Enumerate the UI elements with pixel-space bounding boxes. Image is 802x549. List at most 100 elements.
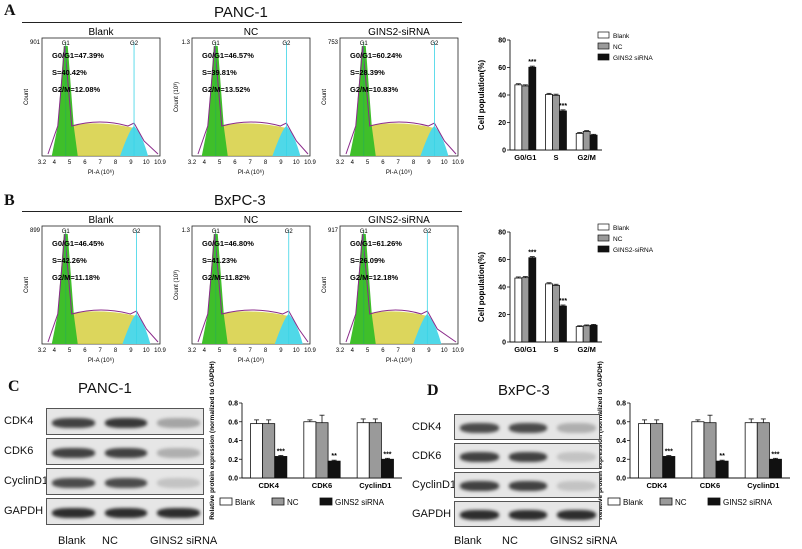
panel-b-letter: B [4, 192, 15, 209]
blot-band [460, 423, 499, 433]
bar-nc [582, 325, 591, 343]
significance-mark: ** [331, 453, 337, 460]
legend-label: GINS2 siRNA [613, 55, 653, 62]
significance-mark: *** [559, 103, 567, 110]
blot-row-label: CDK4 [4, 415, 34, 427]
blot-lane-label: Blank [58, 535, 86, 547]
s-percent: S=41.23% [202, 256, 237, 265]
x-axis-label: PI-A (10⁶) [88, 357, 114, 364]
x-tick-label: 10.9 [304, 348, 316, 354]
blot-band [157, 417, 200, 428]
flow-histogram: NC 1.3 Count (10³) 3.2 4 5 6 7 8 9 10 10.9 PI-A (10⁶… [174, 215, 316, 364]
y-tick-label: 0.2 [228, 457, 238, 464]
blot-lane-label: NC [102, 535, 118, 547]
x-tick-label: CDK6 [700, 481, 720, 490]
x-tick-label: 10 [441, 160, 448, 166]
blot-band [557, 510, 596, 520]
flow-histogram: GINS2-siRNA 917 Count 3.2 4 5 6 7 8 9 10 10.9 PI-A (… [322, 215, 464, 364]
bar-gins2-sirna [528, 257, 537, 343]
x-axis-label: PI-A (10⁶) [88, 169, 114, 176]
blot-lane-label: NC [502, 535, 518, 547]
y-axis-label: Count [24, 89, 30, 105]
legend-swatch [659, 497, 673, 506]
s-phase-area [363, 311, 428, 344]
y-tick-label: 0.2 [616, 457, 626, 464]
x-tick-label: 10.9 [304, 160, 316, 166]
x-tick-label: 8 [264, 160, 268, 166]
x-tick-label: 9 [427, 160, 431, 166]
legend-swatch [597, 223, 610, 231]
x-tick-label: 9 [427, 348, 431, 354]
x-tick-label: 7 [249, 348, 253, 354]
blot-row-label: CyclinD1 [4, 475, 49, 487]
bar-blank [514, 277, 523, 343]
blot-band [508, 481, 548, 491]
blot-band [104, 417, 148, 428]
x-tick-label: 4 [53, 348, 57, 354]
y-tick-max: 1.3 [182, 40, 191, 46]
bar-blank [575, 132, 584, 151]
g2-label: G2 [423, 229, 432, 235]
y-tick-label: 0.8 [228, 401, 238, 408]
bar-chart-b: 0 20 40 60 80 Cell population(%) G0/G1 S G2/M ***… [477, 223, 654, 354]
x-tick-label: 10 [293, 160, 300, 166]
g1-label: G1 [360, 229, 369, 235]
s-percent: S=26.09% [350, 256, 385, 265]
y-tick-label: 20 [498, 312, 506, 319]
fit-envelope [47, 45, 159, 155]
s-phase-area [363, 123, 435, 156]
g2m-percent: G2/M=12.18% [350, 273, 398, 282]
flow-condition-label: NC [244, 27, 258, 38]
significance-mark: *** [528, 59, 536, 66]
legend-swatch [597, 234, 610, 242]
x-tick-label: 3.2 [336, 348, 345, 354]
g0g1-percent: G0/G1=60.24% [350, 51, 402, 60]
flow-condition-label: Blank [88, 27, 114, 38]
s-percent: S=40.42% [52, 68, 87, 77]
s-phase-area [215, 123, 287, 156]
blot-band [52, 507, 95, 518]
significance-mark: *** [277, 449, 285, 456]
x-tick-label: 5 [68, 348, 72, 354]
y-tick-label: 0.4 [228, 438, 238, 445]
blot-band [157, 507, 200, 518]
blot-row-label: CDK4 [412, 421, 442, 433]
bar-gins2-sirna [768, 458, 782, 479]
bar-chart-d: 0.0 0.2 0.4 0.6 0.8 Relative protein expressi… [597, 361, 790, 520]
blot-strip [454, 501, 600, 527]
x-tick-label: 8 [114, 160, 118, 166]
g1-label: G1 [62, 41, 71, 47]
x-tick-label: CDK6 [312, 481, 332, 490]
panel-c-title: PANC-1 [78, 380, 132, 397]
x-tick-label: 10 [143, 348, 150, 354]
blot-row-label: CyclinD1 [412, 479, 457, 491]
panel-a-rule [22, 22, 462, 23]
blot-row-label: CDK6 [412, 450, 442, 462]
y-axis-label: Count [322, 89, 328, 105]
x-tick-label: 10 [441, 348, 448, 354]
x-tick-label: 8 [264, 348, 268, 354]
blot-strip [454, 414, 600, 440]
x-axis-label: PI-A (10⁶) [238, 169, 264, 176]
x-tick-label: S [553, 345, 558, 354]
legend-swatch [707, 497, 721, 506]
fit-envelope [197, 45, 309, 155]
significance-mark: *** [771, 451, 779, 458]
x-axis-label: PI-A (10⁶) [238, 357, 264, 364]
x-tick-label: 4 [203, 160, 207, 166]
x-tick-label: 4 [351, 348, 355, 354]
flow-condition-label: GINS2-siRNA [368, 27, 430, 38]
bar-gins2-sirna [327, 460, 341, 479]
x-tick-label: 5 [218, 160, 222, 166]
blot-band [460, 452, 499, 462]
legend-swatch [219, 497, 233, 506]
x-tick-label: 5 [68, 160, 72, 166]
x-tick-label: 6 [83, 160, 87, 166]
x-tick-label: 9 [279, 348, 283, 354]
x-tick-label: 5 [218, 348, 222, 354]
x-axis-label: PI-A (10⁶) [386, 357, 412, 364]
y-tick-label: 80 [498, 38, 506, 45]
x-tick-label: G0/G1 [514, 153, 536, 162]
y-tick-label: 0.0 [616, 476, 626, 483]
x-tick-label: 3.2 [38, 160, 47, 166]
